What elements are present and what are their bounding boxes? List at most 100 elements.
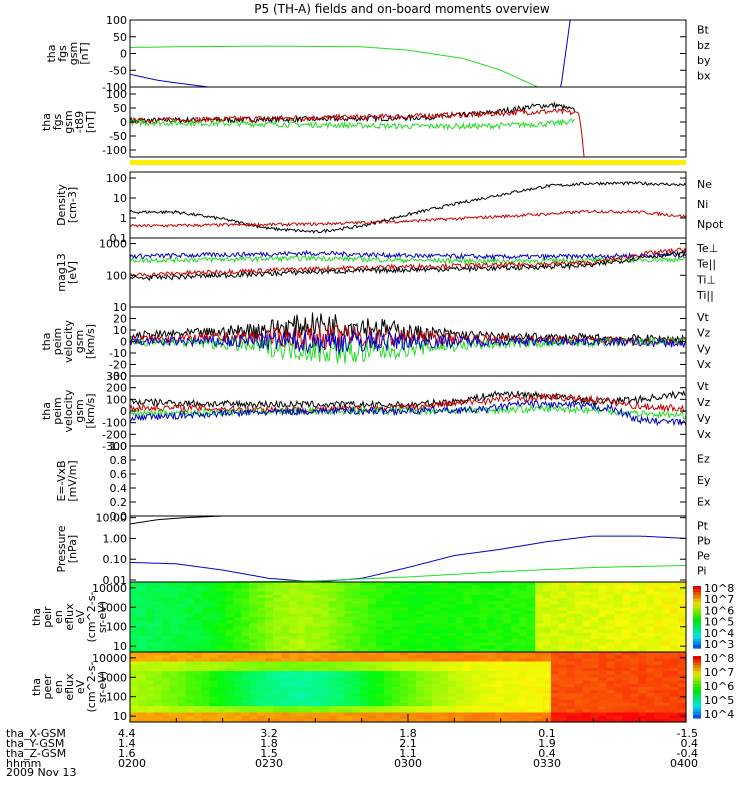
heatmap-cell	[257, 693, 266, 698]
heatmap-cell	[193, 623, 202, 628]
heatmap-cell	[646, 652, 655, 656]
heatmap-cell	[479, 588, 488, 593]
heatmap-cell	[392, 652, 401, 656]
heatmap-cell	[161, 674, 171, 679]
heatmap-cell	[225, 632, 234, 637]
y-tick-label: 1.00	[103, 532, 128, 545]
heatmap-cell	[320, 610, 330, 615]
heatmap-cell	[153, 613, 163, 618]
heatmap-cell	[646, 655, 655, 659]
heatmap-cell	[265, 623, 274, 628]
heatmap-cell	[304, 594, 314, 599]
heatmap-cell	[439, 610, 449, 615]
heatmap-cell	[551, 632, 560, 637]
heatmap-cell	[574, 680, 584, 685]
heatmap-cell	[193, 626, 202, 631]
heatmap-cell	[328, 594, 338, 599]
heatmap-cell	[169, 664, 179, 669]
heatmap-cell	[535, 661, 544, 666]
heatmap-cell	[495, 604, 504, 609]
heatmap-cell	[177, 629, 187, 634]
heatmap-cell	[455, 683, 465, 688]
heatmap-cell	[487, 604, 496, 609]
heatmap-cell	[328, 683, 338, 688]
heatmap-cell	[471, 718, 480, 723]
heatmap-cell	[368, 591, 377, 596]
heatmap-cell	[471, 699, 480, 704]
heatmap-cell	[606, 680, 616, 685]
heatmap-cell	[273, 607, 282, 612]
heatmap-cell	[503, 690, 512, 694]
heatmap-cell	[344, 604, 353, 609]
heatmap-cell	[527, 591, 536, 596]
heatmap-cell	[352, 645, 361, 650]
heatmap-cell	[670, 636, 679, 640]
heatmap-cell	[678, 594, 687, 599]
heatmap-cell	[312, 645, 322, 650]
heatmap-cell	[431, 702, 441, 707]
heatmap-cell	[408, 639, 417, 644]
heatmap-cell	[288, 715, 298, 720]
heatmap-cell	[257, 674, 266, 679]
heatmap-cell	[257, 639, 266, 644]
heatmap-cell	[543, 658, 552, 663]
heatmap-cell	[535, 655, 544, 659]
heatmap-cell	[408, 613, 417, 618]
heatmap-cell	[543, 687, 552, 691]
heatmap-cell	[320, 677, 330, 682]
heatmap-cell	[415, 718, 425, 723]
heatmap-cell	[574, 610, 584, 615]
heatmap-cell	[566, 626, 576, 631]
heatmap-cell	[336, 617, 345, 621]
heatmap-cell	[384, 639, 393, 644]
heatmap-cell	[177, 636, 187, 640]
heatmap-cell	[479, 658, 488, 663]
x-row-value: 0200	[118, 757, 146, 770]
heatmap-cell	[185, 645, 195, 650]
heatmap-cell	[257, 652, 266, 656]
heatmap-cell	[408, 636, 417, 640]
heatmap-cell	[630, 690, 639, 694]
heatmap-cell	[241, 591, 250, 596]
heatmap-cell	[130, 687, 139, 691]
heatmap-cell	[535, 671, 544, 675]
heatmap-cell	[423, 648, 433, 653]
heatmap-cell	[654, 690, 663, 694]
heatmap-cell	[400, 671, 409, 675]
heatmap-cell	[471, 658, 480, 663]
heatmap-cell	[153, 693, 163, 698]
heatmap-cell	[630, 712, 639, 717]
heatmap-cell	[423, 664, 433, 669]
heatmap-cell	[408, 667, 417, 672]
heatmap-cell	[503, 709, 512, 714]
heatmap-cell	[622, 664, 631, 669]
heatmap-cell	[352, 652, 361, 656]
heatmap-cell	[551, 674, 560, 679]
heatmap-cell	[233, 597, 242, 602]
heatmap-cell	[233, 709, 242, 714]
heatmap-cell	[447, 623, 457, 628]
heatmap-cell	[527, 613, 536, 618]
heatmap-cell	[622, 632, 631, 637]
heatmap-cell	[408, 617, 417, 621]
heatmap-cell	[265, 674, 274, 679]
heatmap-cell	[551, 671, 560, 675]
heatmap-cell	[590, 620, 600, 624]
heatmap-cell	[312, 718, 322, 723]
heatmap-cell	[487, 680, 496, 685]
heatmap-cell	[392, 709, 401, 714]
heatmap-cell	[479, 677, 488, 682]
heatmap-cell	[336, 712, 345, 717]
heatmap-cell	[320, 617, 330, 621]
heatmap-cell	[471, 626, 480, 631]
heatmap-cell	[153, 655, 163, 659]
heatmap-cell	[336, 591, 345, 596]
heatmap-cell	[582, 658, 592, 663]
heatmap-cell	[193, 620, 202, 624]
heatmap-cell	[662, 620, 671, 624]
heatmap-cell	[233, 594, 242, 599]
heatmap-cell	[566, 617, 576, 621]
heatmap-cell	[376, 680, 385, 685]
heatmap-cell	[384, 661, 393, 666]
heatmap-cell	[598, 674, 608, 679]
